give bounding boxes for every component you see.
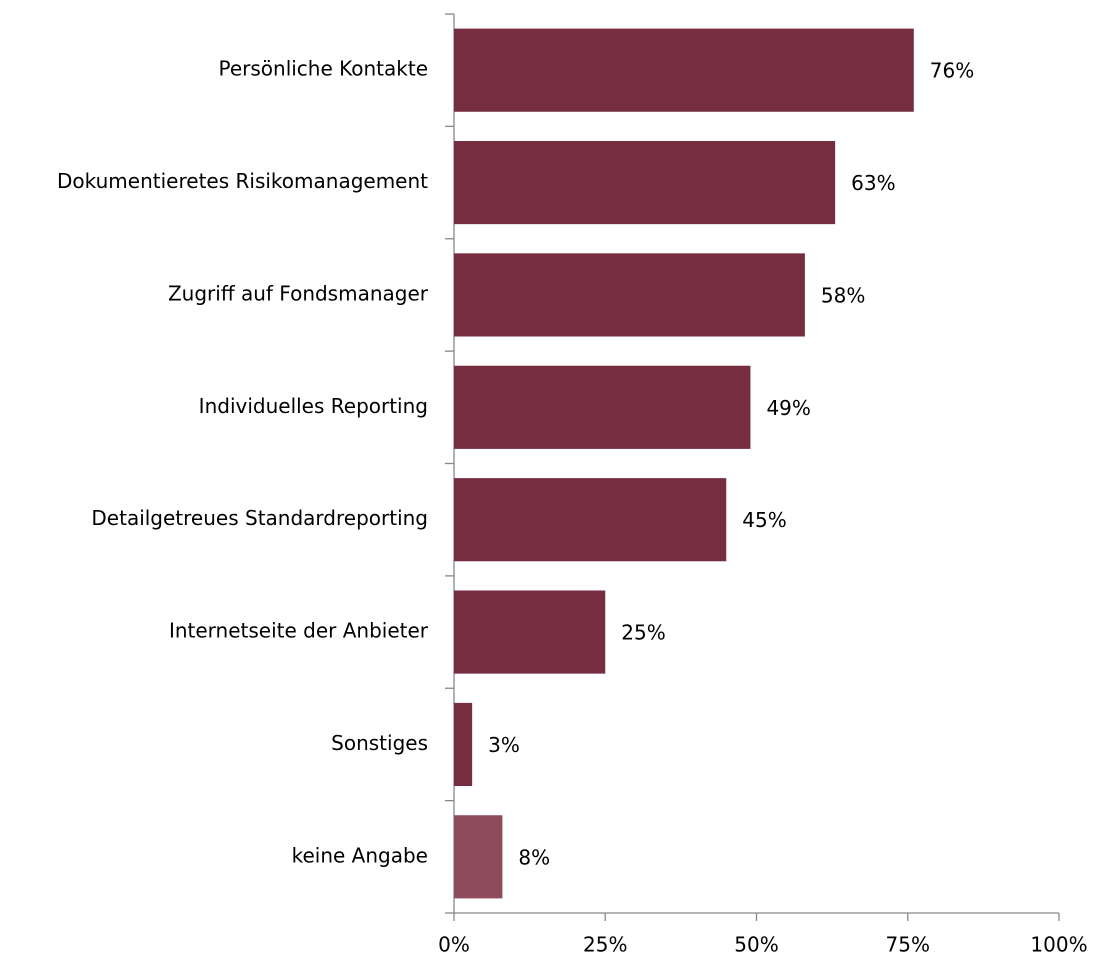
y-tick-label: Sonstiges xyxy=(331,731,428,755)
value-label: 45% xyxy=(742,508,786,532)
bar xyxy=(454,28,914,112)
value-label: 3% xyxy=(488,733,520,757)
bar xyxy=(454,590,606,674)
y-tick-label: Internetseite der Anbieter xyxy=(169,619,429,643)
bar xyxy=(454,140,836,225)
value-label: 63% xyxy=(851,171,895,195)
value-label: 8% xyxy=(518,845,550,869)
x-tick-label: 100% xyxy=(1030,933,1087,957)
x-tick-label: 0% xyxy=(438,933,470,957)
bar xyxy=(454,702,473,787)
bar xyxy=(454,365,751,449)
x-tick-label: 75% xyxy=(886,933,930,957)
value-label: 76% xyxy=(930,59,974,83)
y-tick-label: Dokumentieretes Risikomanagement xyxy=(57,169,428,193)
value-label: 25% xyxy=(621,621,665,645)
y-tick-label: Individuelles Reporting xyxy=(199,394,428,418)
x-tick-label: 25% xyxy=(583,933,627,957)
bar xyxy=(454,478,727,562)
x-tick-label: 50% xyxy=(734,933,778,957)
y-tick-label: Zugriff auf Fondsmanager xyxy=(168,281,429,305)
bar xyxy=(454,253,805,337)
y-tick-label: keine Angabe xyxy=(292,843,428,867)
value-label: 49% xyxy=(766,396,810,420)
value-label: 58% xyxy=(821,283,865,307)
y-tick-label: Detailgetreues Standardreporting xyxy=(91,506,428,530)
y-tick-label: Persönliche Kontakte xyxy=(218,57,428,81)
bar xyxy=(454,815,503,899)
